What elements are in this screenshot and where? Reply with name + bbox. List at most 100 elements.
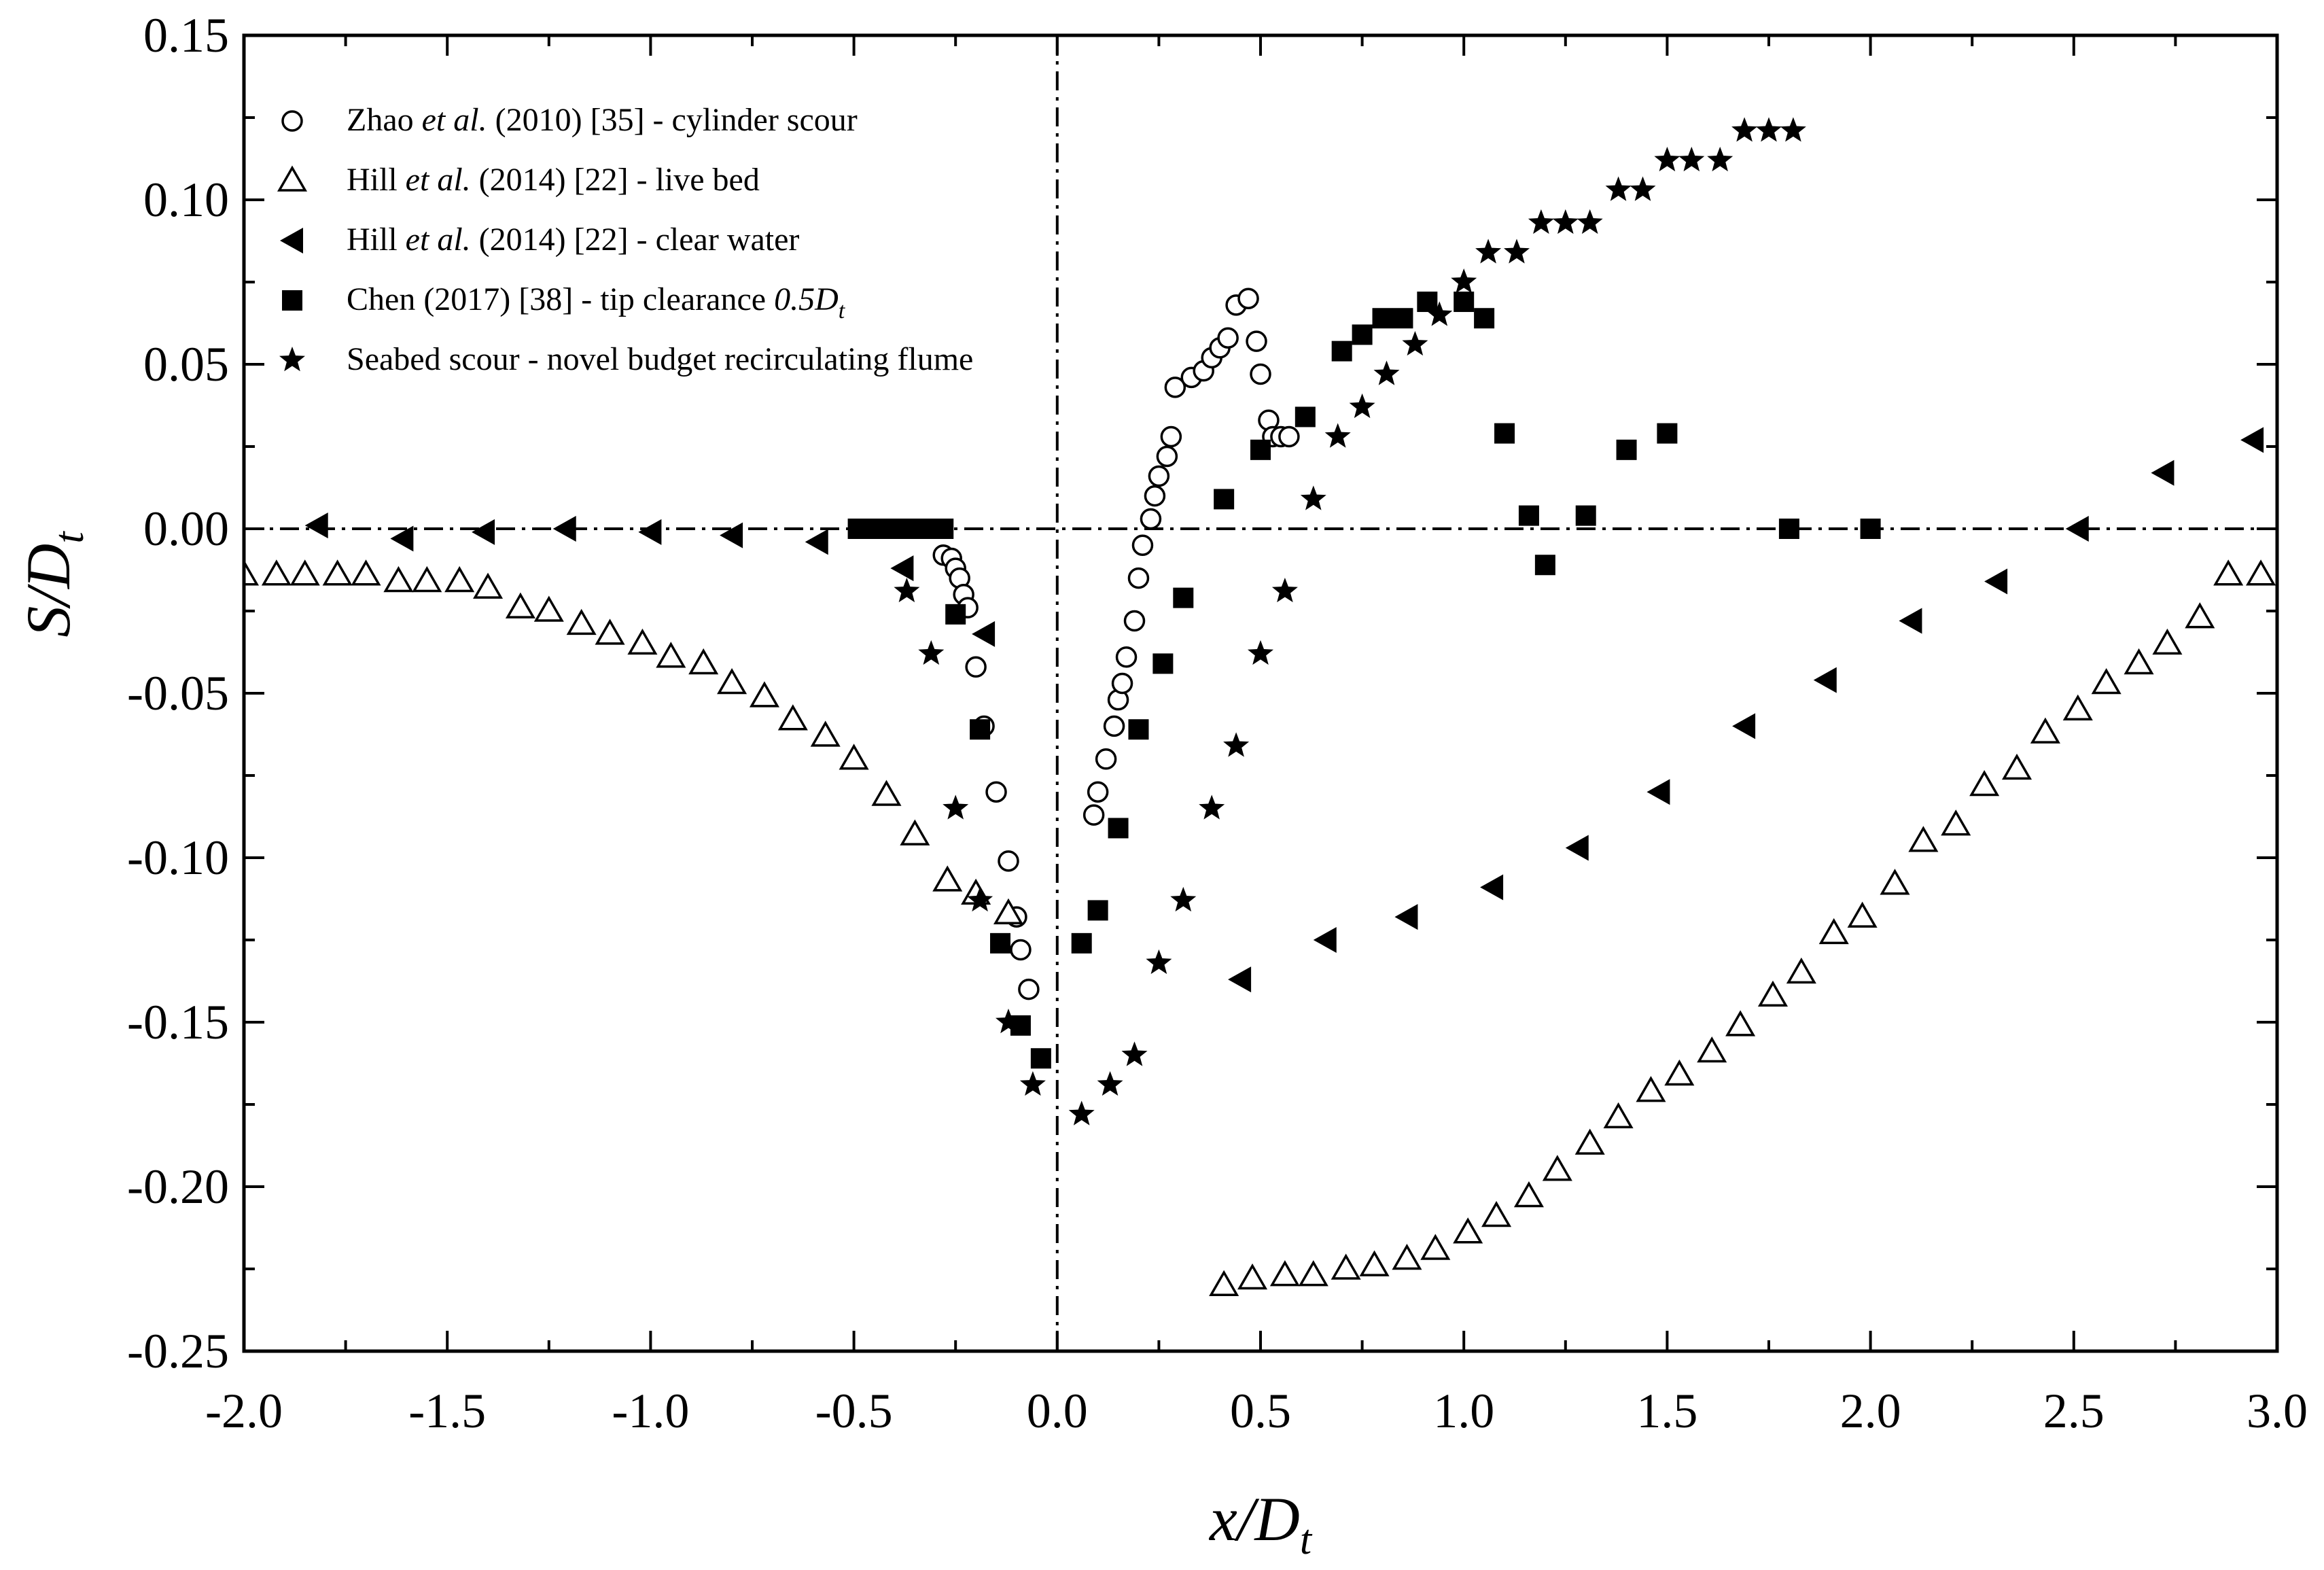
data-point bbox=[2152, 628, 2183, 655]
data-point bbox=[1697, 1036, 1727, 1063]
data-point bbox=[998, 850, 1019, 872]
data-point bbox=[1300, 485, 1326, 510]
series-2 bbox=[244, 559, 2276, 1296]
data-point bbox=[1246, 330, 1267, 352]
data-point bbox=[1574, 1128, 1605, 1155]
y-tick-label: -0.10 bbox=[127, 831, 229, 885]
data-point bbox=[1160, 425, 1182, 448]
data-point bbox=[552, 516, 576, 542]
x-tick-label: 1.0 bbox=[1433, 1384, 1494, 1438]
data-point bbox=[1331, 1253, 1361, 1280]
data-point bbox=[656, 642, 686, 668]
data-point bbox=[244, 559, 260, 586]
data-point bbox=[1577, 209, 1603, 234]
data-point bbox=[1941, 809, 1971, 836]
data-point bbox=[1010, 939, 1032, 961]
data-point bbox=[1115, 646, 1138, 668]
data-point bbox=[1164, 377, 1186, 398]
x-axis-ticks: -2.0 -1.5 -1.0 -0.5 0.0 0.5 1.0 1.5 2.0 2.5 3.0 bbox=[205, 35, 2308, 1438]
data-point bbox=[1534, 555, 1555, 576]
data-point bbox=[1392, 308, 1413, 329]
data-point bbox=[2062, 694, 2093, 720]
data-point bbox=[1518, 505, 1539, 526]
data-point bbox=[894, 578, 920, 603]
data-point bbox=[720, 522, 743, 548]
data-point bbox=[1352, 324, 1373, 345]
data-point bbox=[1880, 869, 1910, 895]
data-point bbox=[261, 559, 292, 586]
x-axis-title-sub: t bbox=[1300, 1517, 1313, 1563]
data-point bbox=[304, 512, 328, 539]
data-point bbox=[1144, 485, 1166, 507]
data-point bbox=[1453, 1217, 1483, 1244]
data-point bbox=[2065, 516, 2089, 542]
data-point bbox=[1813, 667, 1837, 693]
data-point bbox=[1847, 901, 1878, 928]
data-point bbox=[505, 592, 535, 618]
series-5 bbox=[894, 117, 1806, 1126]
data-point bbox=[1217, 327, 1239, 349]
data-point bbox=[993, 898, 1024, 925]
legend-marker bbox=[277, 165, 308, 192]
data-point bbox=[945, 604, 966, 625]
x-tick-label: 0.0 bbox=[1027, 1384, 1088, 1438]
data-point bbox=[1071, 932, 1092, 954]
data-point bbox=[627, 628, 658, 655]
data-point bbox=[1481, 1201, 1512, 1227]
series-3 bbox=[304, 427, 2264, 993]
data-point bbox=[1128, 719, 1149, 740]
data-point bbox=[1095, 748, 1117, 770]
x-tick-label: -1.0 bbox=[612, 1384, 689, 1438]
data-point bbox=[1786, 957, 1816, 984]
data-point bbox=[1278, 425, 1300, 448]
data-point bbox=[717, 667, 747, 695]
data-point bbox=[1504, 239, 1530, 264]
data-point bbox=[1860, 519, 1881, 539]
x-tick-label: 2.5 bbox=[2043, 1384, 2105, 1438]
data-point bbox=[1402, 331, 1428, 356]
data-point bbox=[972, 621, 996, 647]
data-point bbox=[638, 519, 662, 545]
data-point bbox=[943, 795, 969, 820]
data-point bbox=[933, 519, 954, 539]
legend-item: Seabed scour - novel budget recirculatin… bbox=[279, 341, 973, 377]
data-point bbox=[1513, 1181, 1544, 1208]
data-point bbox=[1575, 505, 1596, 526]
y-axis-title: S/Dt bbox=[14, 531, 92, 638]
data-point bbox=[2240, 427, 2264, 453]
data-point bbox=[970, 719, 991, 740]
data-point bbox=[1725, 1010, 1756, 1036]
data-point bbox=[1199, 795, 1225, 820]
x-tick-label: -1.5 bbox=[408, 1384, 486, 1438]
data-point bbox=[1250, 439, 1271, 460]
y-tick-label: 0.05 bbox=[143, 337, 229, 391]
x-tick-label: -0.5 bbox=[815, 1384, 893, 1438]
data-point bbox=[1127, 567, 1150, 589]
data-point bbox=[1152, 653, 1174, 674]
legend-label: Chen (2017) [38] - tip clearance 0.5Dt bbox=[347, 281, 846, 324]
data-point bbox=[1451, 268, 1477, 294]
data-point bbox=[1474, 308, 1495, 329]
data-point bbox=[1295, 406, 1316, 428]
data-point bbox=[2246, 559, 2276, 586]
data-point bbox=[2091, 667, 2121, 695]
data-point bbox=[1780, 117, 1806, 142]
y-axis-title-sub: t bbox=[46, 531, 92, 544]
data-point bbox=[1237, 287, 1259, 309]
data-point bbox=[990, 932, 1011, 954]
data-point bbox=[566, 608, 597, 635]
data-point bbox=[1908, 826, 1939, 852]
legend-label: Zhao et al. (2010) [35] - cylinder scour bbox=[347, 102, 858, 138]
data-point bbox=[1757, 980, 1789, 1007]
x-tick-label: 2.0 bbox=[1840, 1384, 1901, 1438]
data-point bbox=[1097, 1071, 1123, 1096]
data-point bbox=[1030, 1048, 1051, 1069]
x-tick-label: 3.0 bbox=[2247, 1384, 2308, 1438]
data-point bbox=[1475, 239, 1502, 264]
data-point bbox=[805, 529, 828, 555]
data-point bbox=[1103, 715, 1125, 737]
data-point bbox=[322, 559, 353, 586]
data-point bbox=[1392, 1243, 1422, 1270]
y-tick-label: -0.25 bbox=[127, 1324, 229, 1378]
